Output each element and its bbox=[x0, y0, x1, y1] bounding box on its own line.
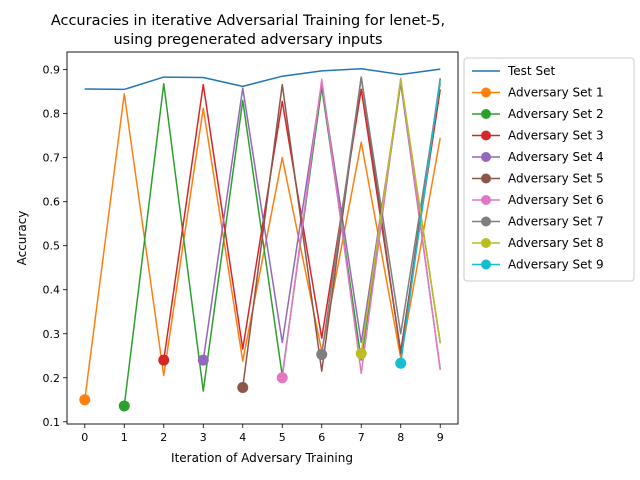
legend-marker-1 bbox=[481, 87, 491, 98]
legend-label-0: Test Set bbox=[507, 64, 555, 78]
series-marker-7 bbox=[316, 348, 328, 360]
x-tick-label-5: 5 bbox=[279, 431, 286, 444]
legend-marker-5 bbox=[481, 173, 491, 184]
series-line-9 bbox=[399, 79, 441, 364]
legend-label-8: Adversary Set 8 bbox=[508, 236, 604, 250]
legend-label-4: Adversary Set 4 bbox=[508, 150, 604, 164]
legend-marker-8 bbox=[481, 238, 491, 248]
y-tick-label-0: 0.1 bbox=[43, 416, 61, 429]
legend-label-9: Adversary Set 9 bbox=[508, 258, 604, 272]
series-marker-5 bbox=[237, 381, 249, 393]
x-tick-label-1: 1 bbox=[121, 431, 128, 444]
legend-marker-3 bbox=[481, 130, 491, 141]
series-marker-6 bbox=[276, 372, 288, 384]
y-tick-label-6: 0.7 bbox=[43, 152, 61, 165]
series-line-0 bbox=[84, 67, 441, 91]
plot-frame bbox=[66, 51, 459, 425]
plot-area bbox=[79, 67, 441, 412]
legend-label-1: Adversary Set 1 bbox=[508, 86, 604, 100]
series-marker-8 bbox=[355, 348, 367, 360]
x-tick-label-9: 9 bbox=[437, 431, 444, 444]
y-tick-label-5: 0.6 bbox=[43, 196, 61, 209]
series-line-6 bbox=[281, 77, 441, 378]
x-tick-label-4: 4 bbox=[239, 431, 246, 444]
series-marker-2 bbox=[118, 400, 130, 412]
legend-marker-4 bbox=[481, 152, 491, 162]
legend-label-5: Adversary Set 5 bbox=[508, 172, 604, 186]
x-tick-label-3: 3 bbox=[200, 431, 207, 444]
legend-marker-9 bbox=[481, 259, 491, 270]
x-tick-label-6: 6 bbox=[318, 431, 325, 444]
y-tick-label-2: 0.3 bbox=[43, 328, 61, 341]
y-tick-label-7: 0.8 bbox=[43, 108, 61, 121]
series-marker-9 bbox=[395, 357, 407, 369]
legend-label-3: Adversary Set 3 bbox=[508, 129, 604, 143]
legend-marker-2 bbox=[481, 109, 491, 119]
x-tick-label-0: 0 bbox=[81, 431, 88, 444]
series-line-5 bbox=[242, 76, 441, 388]
legend: Test Set Adversary Set 1 Adversary Set 2 Ad… bbox=[463, 57, 635, 282]
series-marker-3 bbox=[158, 354, 170, 366]
series-marker-1 bbox=[79, 394, 91, 406]
legend-box bbox=[463, 57, 635, 282]
series-line-1 bbox=[84, 93, 441, 400]
legend-label-6: Adversary Set 6 bbox=[508, 193, 604, 207]
y-tick-label-4: 0.5 bbox=[43, 240, 61, 253]
legend-label-2: Adversary Set 2 bbox=[508, 107, 604, 121]
x-tick-label-7: 7 bbox=[358, 431, 365, 444]
x-tick-label-8: 8 bbox=[397, 431, 404, 444]
y-tick-label-3: 0.4 bbox=[43, 284, 61, 297]
x-tick-label-2: 2 bbox=[160, 431, 167, 444]
y-axis-label: Accuracy bbox=[15, 211, 29, 266]
series-marker-4 bbox=[197, 354, 209, 366]
y-tick-label-1: 0.2 bbox=[43, 372, 61, 385]
chart-title: Accuracies in iterative Adversarial Trai… bbox=[51, 13, 445, 29]
legend-label-7: Adversary Set 7 bbox=[508, 215, 604, 229]
y-tick-label-8: 0.9 bbox=[43, 64, 61, 77]
legend-marker-6 bbox=[481, 195, 491, 205]
x-axis: 0 1 2 3 4 5 6 7 8 9 bbox=[81, 424, 444, 444]
legend-marker-7 bbox=[481, 216, 491, 227]
chart-subtitle: using pregenerated adversary inputs bbox=[113, 32, 382, 48]
series-line-8 bbox=[360, 78, 441, 354]
y-axis: 0.1 0.2 0.3 0.4 0.5 0.6 0.7 0.8 0.9 bbox=[43, 64, 67, 429]
x-axis-label: Iteration of Adversary Training bbox=[171, 451, 353, 465]
